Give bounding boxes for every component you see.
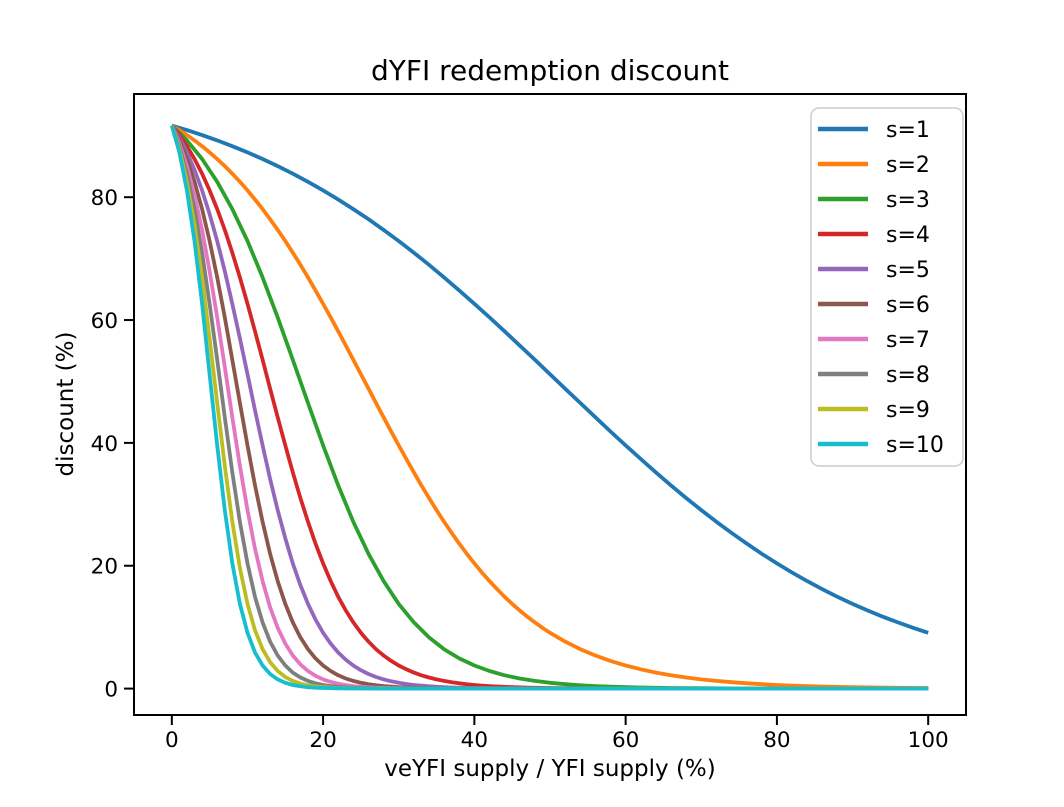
legend-entry-label: s=2 (886, 153, 930, 178)
x-tick-label: 80 (763, 728, 790, 753)
legend-entry: s=4 (818, 223, 930, 248)
x-tick-label: 100 (908, 728, 949, 753)
series-line-s=10 (169, 125, 929, 691)
legend-entry-label: s=9 (886, 398, 930, 423)
legend-entry-label: s=6 (886, 293, 930, 318)
legend-entry-label: s=1 (886, 118, 930, 143)
y-tick-label: 40 (91, 432, 118, 457)
axes-frame (133, 93, 967, 716)
legend-entry: s=2 (818, 153, 930, 178)
legend-entry: s=9 (818, 398, 930, 423)
legend-entry: s=10 (818, 433, 944, 458)
series-line-s=1 (171, 123, 929, 635)
legend-entry-label: s=3 (886, 188, 930, 213)
legend-entry: s=1 (818, 118, 930, 143)
legend-entry: s=3 (818, 188, 930, 213)
legend-entry: s=5 (818, 258, 930, 283)
y-tick-label: 0 (104, 678, 118, 703)
legend-entry-label: s=5 (886, 258, 930, 283)
legend-entry: s=7 (818, 328, 930, 353)
x-tick-label: 0 (165, 728, 179, 753)
y-tick-label: 60 (91, 309, 118, 334)
x-tick-label: 60 (612, 728, 639, 753)
legend-entry-label: s=8 (886, 363, 930, 388)
y-tick-label: 20 (91, 555, 118, 580)
x-tick-label: 20 (309, 728, 336, 753)
y-tick-label: 80 (91, 186, 118, 211)
legend-entry: s=8 (818, 363, 930, 388)
legend-entry-label: s=10 (886, 433, 944, 458)
legend: s=1 s=2 s=3 s=4 s=5 s=6 s=7 s=8 s=9 s=10 (810, 107, 964, 467)
x-tick-label: 40 (461, 728, 488, 753)
series-line-s=2 (170, 123, 929, 690)
legend-entry-label: s=7 (886, 328, 930, 353)
legend-entry-label: s=4 (886, 223, 930, 248)
legend-entry: s=6 (818, 293, 930, 318)
chart-title: dYFI redemption discount (371, 54, 729, 87)
x-axis-label: veYFI supply / YFI supply (%) (384, 756, 716, 782)
